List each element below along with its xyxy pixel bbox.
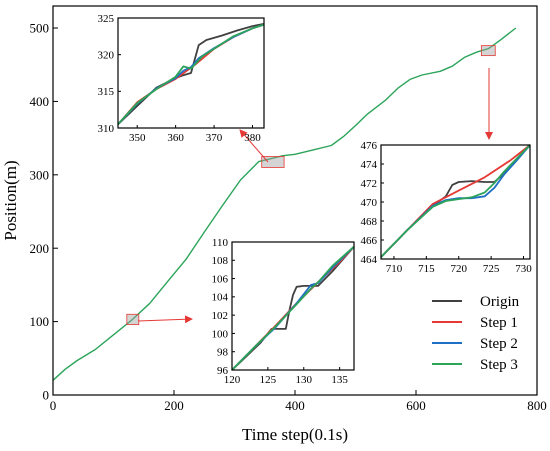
legend-label-step-3: Step 3: [480, 357, 518, 373]
inset1-frame: [117, 17, 265, 129]
inset1-series-step-3: [117, 23, 265, 125]
inset-arrows: [137, 68, 493, 324]
inset-3: 120 125 130 135 96 98 100 102 104 106 108 110: [212, 237, 355, 386]
inset2-ytick-label: 466: [361, 235, 378, 247]
inset3-ytick-label: 98: [217, 347, 229, 359]
inset2-ytick-label: 474: [361, 159, 378, 171]
inset1-xtick-label: 360: [167, 132, 184, 144]
inset-1: 350 360 370 380 310 315 320 325: [98, 13, 265, 144]
arrow-to-inset3: [137, 315, 193, 324]
inset2-ytick-label: 464: [361, 254, 378, 266]
main-ytick-label: 300: [30, 167, 50, 182]
inset3-ytick-label: 110: [212, 237, 229, 249]
inset3-ytick-label: 102: [212, 310, 229, 322]
inset3-xtick-label: 130: [296, 374, 313, 386]
inset2-ytick-label: 476: [361, 140, 378, 152]
inset1-xtick-label: 380: [244, 132, 261, 144]
main-xtick-label: 800: [527, 398, 547, 413]
x-axis-label: Time step(0.1s): [242, 425, 348, 444]
inset-2: 710 715 720 725 730 464 466 468 470 472 474 476: [361, 140, 533, 275]
inset2-xtick-label: 720: [450, 263, 467, 275]
legend-label-origin: Origin: [480, 294, 520, 310]
inset1-ytick-label: 315: [98, 86, 115, 98]
main-ytick-label: 400: [30, 94, 50, 109]
inset3-ytick-label: 100: [212, 328, 229, 340]
arrow-to-inset1: [239, 129, 269, 163]
inset1-xtick-label: 350: [129, 132, 146, 144]
inset2-ytick-label: 468: [361, 216, 378, 228]
main-ytick-label: 500: [30, 21, 50, 36]
inset1-xtick-label: 370: [206, 132, 223, 144]
main-ytick-label: 200: [30, 241, 50, 256]
inset2-ytick-label: 470: [361, 197, 378, 209]
main-frame: [52, 5, 538, 396]
main-ytick-label: 0: [43, 388, 50, 403]
inset2-frame: [380, 144, 531, 260]
inset2-series-step-3: [380, 144, 531, 258]
inset3-xtick-label: 125: [260, 374, 277, 386]
inset1-ytick-label: 320: [98, 50, 115, 62]
main-xtick-label: 0: [50, 398, 57, 413]
inset2-xtick-label: 725: [483, 263, 500, 275]
highlight-box-1: [126, 313, 140, 325]
y-axis-label: Position(m): [1, 160, 20, 240]
inset2-xtick-label: 715: [418, 263, 435, 275]
main-xtick-label: 400: [285, 398, 305, 413]
main-ytick-label: 100: [30, 314, 50, 329]
inset2-xtick-label: 710: [386, 263, 403, 275]
inset2-xtick-label: 730: [515, 263, 532, 275]
highlight-box-3: [480, 45, 496, 57]
main-series-step-3: [52, 27, 517, 381]
inset3-ytick-label: 104: [212, 292, 229, 304]
inset3-frame: [231, 241, 355, 371]
highlight-box-2: [261, 156, 285, 168]
main-xtick-label: 200: [164, 398, 184, 413]
inset3-ytick-label: 106: [212, 273, 229, 285]
inset2-ytick-label: 472: [361, 178, 378, 190]
inset1-ytick-label: 325: [98, 13, 115, 25]
inset1-ytick-label: 310: [98, 123, 115, 135]
inset3-series-step-3: [231, 245, 355, 371]
inset3-xtick-label: 120: [224, 374, 241, 386]
inset3-xtick-label: 135: [331, 374, 348, 386]
inset3-ytick-label: 108: [212, 255, 229, 267]
legend: Origin Step 1 Step 2 Step 3: [432, 294, 520, 373]
main-xtick-label: 600: [406, 398, 426, 413]
legend-label-step-2: Step 2: [480, 336, 518, 352]
legend-label-step-1: Step 1: [480, 315, 518, 331]
inset3-ytick-label: 96: [217, 365, 229, 377]
